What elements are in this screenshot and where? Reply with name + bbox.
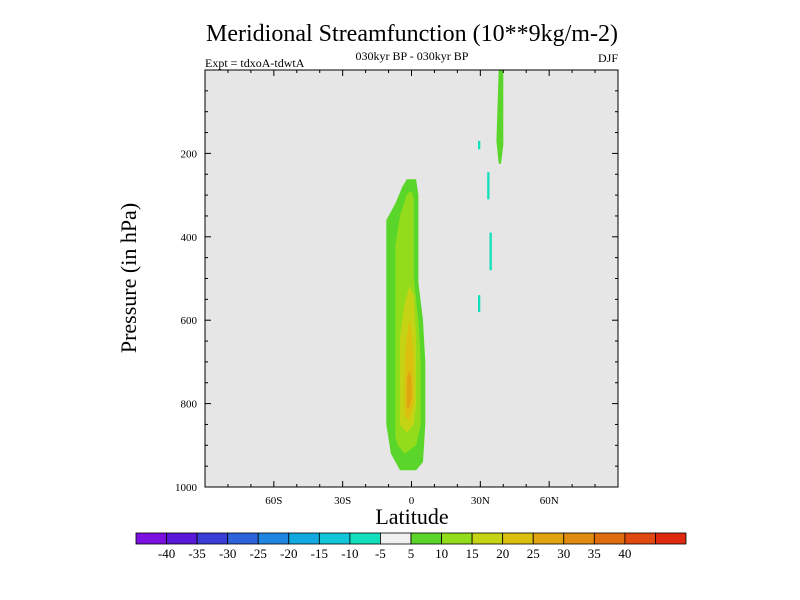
contour-region-7 [489,232,492,271]
x-tick-label: 60N [540,495,559,507]
colorbar-swatch [166,532,198,545]
chart-subtitle-center: 030kyr BP - 030kyr BP [356,49,469,63]
contour-region-4 [406,370,412,408]
colorbar-swatch [288,532,320,545]
colorbar-label: -35 [188,546,205,561]
chart-subtitle-right: DJF [598,51,618,65]
y-tick-label: 200 [181,148,198,160]
x-tick-label: 30N [471,495,490,507]
chart-subtitle-left: Expt = tdxoA-tdwtA [205,56,305,70]
colorbar-label: -10 [341,546,358,561]
plot-frame [204,69,619,488]
colorbar-label: 20 [496,546,509,561]
colorbar-swatch [257,532,290,545]
x-tick-label: 0 [409,495,415,507]
colorbar-swatch [410,532,442,545]
colorbar-label: 30 [557,546,570,561]
x-axis-label: Latitude [375,504,448,529]
colorbar-label: 5 [408,546,415,561]
colorbar-swatch [593,532,626,545]
colorbar-label: 40 [618,546,631,561]
colorbar-swatch [624,532,656,545]
colorbar-label: -20 [280,546,297,561]
colorbar-swatch [380,532,412,545]
y-tick-label: 400 [181,232,198,244]
colorbar-label: 15 [466,546,479,561]
colorbar-swatch [196,532,229,545]
y-axis-label: Pressure (in hPa) [116,203,141,353]
colorbar-swatch [227,532,259,545]
colorbar-label: -5 [375,546,386,561]
y-tick-label: 800 [181,399,198,411]
y-tick-label: 1000 [175,482,198,494]
colorbar-swatch [349,532,381,545]
contour-region-5 [496,70,504,164]
colorbar-swatch [563,532,595,545]
chart-title: Meridional Streamfunction (10**9kg/m-2) [206,21,618,47]
colorbar-label: -40 [158,546,175,561]
colorbar-label: 10 [435,546,448,561]
colorbar-swatch [502,532,534,545]
x-tick-label: 60S [265,495,282,507]
colorbar-label: -25 [250,546,267,561]
contour-region-9 [478,140,481,150]
colorbar-label: 35 [588,546,601,561]
y-tick-label: 600 [181,315,198,327]
colorbar-swatch [655,532,687,545]
colorbar: -40 -35 -30 -25 -20 -15 -10 -5 5 10 15 20 25 30 35 40 [135,532,687,561]
contour-region-6 [487,172,490,200]
contour-region-8 [478,295,481,312]
colorbar-swatch [532,532,565,545]
colorbar-swatch [441,532,473,545]
colorbar-label: -30 [219,546,236,561]
colorbar-label: -15 [311,546,328,561]
axis-ticks: 60S 30S 0 30N 60N 200 400 600 800 1000 [175,70,618,507]
colorbar-swatch [471,532,504,545]
colorbar-swatch [135,532,167,545]
colorbar-label: 25 [527,546,540,561]
contour-regions [386,70,504,488]
colorbar-swatch [318,532,351,545]
x-tick-label: 30S [334,495,351,507]
